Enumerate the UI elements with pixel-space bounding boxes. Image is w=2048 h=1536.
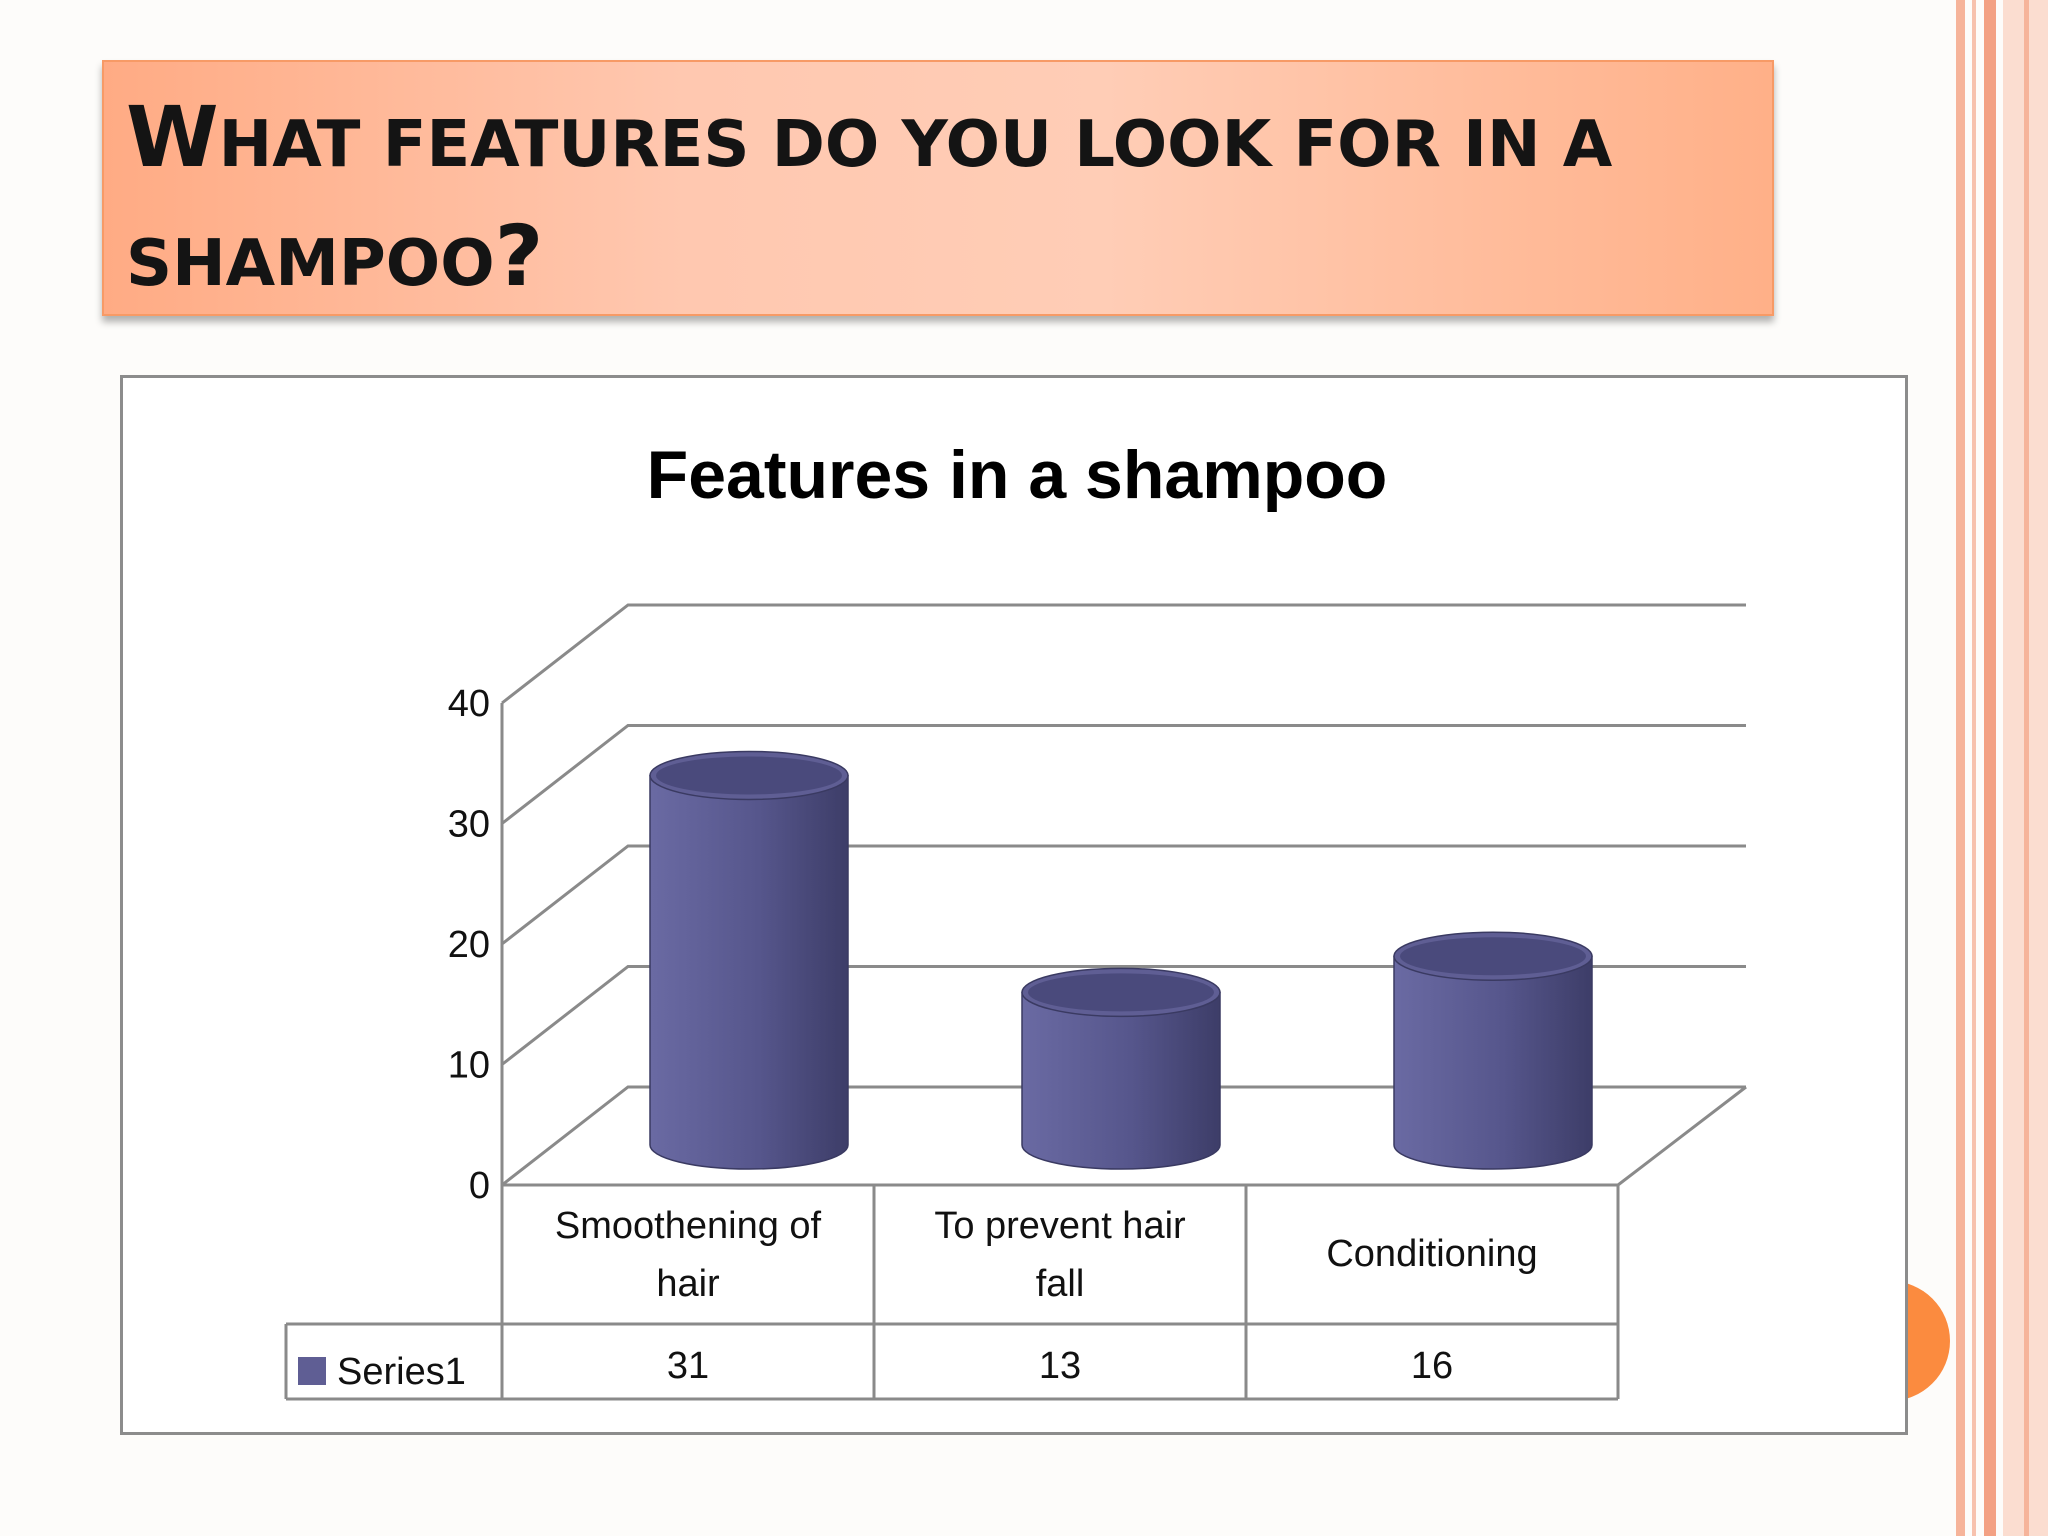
title-line-1-text: HAT FEATURES DO YOU LOOK FOR IN A (218, 108, 1613, 182)
slide-title-box: WHAT FEATURES DO YOU LOOK FOR IN A SHAMP… (102, 60, 1774, 316)
gridline (501, 1085, 1746, 1187)
gridlines (500, 603, 1747, 1187)
y-tick-label: 0 (469, 1165, 490, 1207)
y-tick-label: 30 (448, 804, 490, 846)
border-stripe-5 (2024, 0, 2029, 1536)
y-tick-label: 10 (448, 1045, 490, 1087)
chart-frame (120, 375, 1908, 1435)
slide-title-line-1: WHAT FEATURES DO YOU LOOK FOR IN A (126, 95, 1612, 179)
legend-swatch (298, 1357, 326, 1385)
border-stripe-3 (1984, 0, 1996, 1536)
y-tick-label: 20 (448, 924, 490, 966)
gridline (501, 724, 1746, 825)
data-label: 13 (1039, 1345, 1081, 1387)
title-initial-cap: W (126, 88, 219, 186)
data-table: Smoothening of hair 31 To prevent hair fall 1… (284, 1183, 1620, 1401)
y-axis: 0 10 20 30 40 (448, 683, 490, 1207)
title-question-mark: ? (494, 207, 544, 305)
category-label: Smoothening of hair (555, 1205, 822, 1305)
category-label: Conditioning (1326, 1233, 1537, 1275)
title-line-2-text: SHAMPOO (126, 227, 495, 301)
floor-right-edge (1617, 1085, 1747, 1187)
slide-title-line-2: SHAMPOO? (126, 214, 543, 298)
gridline (501, 603, 1746, 705)
data-label: 16 (1411, 1345, 1453, 1387)
bar (649, 750, 849, 1170)
bar (1021, 967, 1221, 1170)
gridline (501, 844, 1746, 946)
gridline (501, 965, 1746, 1066)
border-stripe-2 (1972, 0, 1976, 1536)
border-stripe-1 (1956, 0, 1965, 1536)
bars (649, 750, 1593, 1170)
category-label: To prevent hair fall (934, 1205, 1186, 1305)
bar (1393, 931, 1593, 1170)
data-label: 31 (667, 1345, 709, 1387)
y-tick-label: 40 (448, 683, 490, 725)
chart-title: Features in a shampoo (647, 437, 1388, 513)
legend-series-label: Series1 (337, 1351, 466, 1393)
